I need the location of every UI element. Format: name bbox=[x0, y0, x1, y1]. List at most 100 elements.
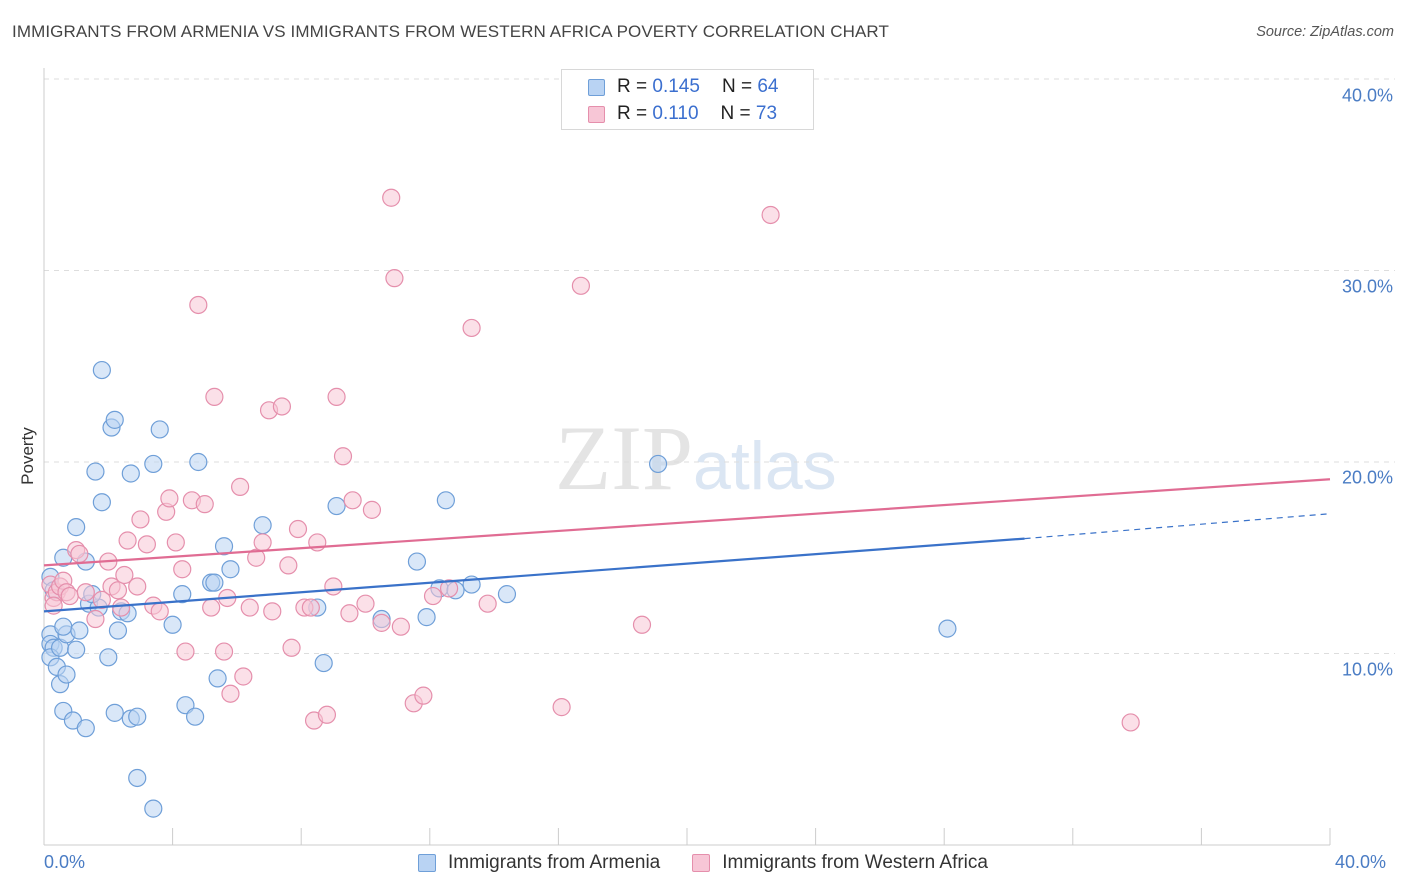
wafrica-point bbox=[263, 602, 282, 621]
r-value: 0.145 bbox=[652, 76, 700, 97]
wafrica-point bbox=[166, 533, 185, 552]
armenia-point bbox=[221, 560, 240, 579]
armenia-point bbox=[99, 648, 118, 667]
y-tick-label: 10.0% bbox=[1341, 659, 1393, 680]
armenia-point bbox=[314, 653, 333, 673]
r-label: R = bbox=[617, 103, 648, 124]
y-tick-label: 30.0% bbox=[1341, 276, 1393, 297]
x-tick-label: 0.0% bbox=[44, 852, 86, 872]
armenia-point bbox=[144, 454, 163, 474]
wafrica-point bbox=[221, 684, 240, 703]
wafrica-point bbox=[195, 495, 214, 514]
watermark-zip: ZIP bbox=[555, 407, 693, 509]
wafrica-point bbox=[189, 295, 208, 315]
armenia-point bbox=[92, 493, 111, 512]
wafrica-point bbox=[160, 489, 179, 508]
wafrica-point bbox=[301, 598, 320, 617]
y-tick-label: 40.0% bbox=[1341, 85, 1393, 106]
source-credit: Source: ZipAtlas.com bbox=[1256, 24, 1394, 40]
n-label: N = bbox=[720, 103, 751, 124]
wafrica-point bbox=[317, 705, 337, 724]
armenia-swatch bbox=[418, 854, 437, 872]
legend-item-wafrica[interactable]: Immigrants from Western Africa bbox=[692, 852, 988, 874]
wafrica-point bbox=[214, 642, 234, 661]
wafrica-point bbox=[92, 590, 111, 609]
wafrica-point bbox=[439, 579, 459, 598]
armenia-point bbox=[214, 537, 234, 556]
wafrica-point bbox=[632, 615, 652, 634]
r-value: 0.110 bbox=[652, 103, 699, 124]
watermark: ZIPatlas bbox=[555, 405, 837, 511]
wafrica-trendline bbox=[43, 478, 1331, 567]
wafrica-point bbox=[272, 397, 292, 416]
armenia-point bbox=[92, 360, 111, 380]
wafrica-point bbox=[288, 519, 308, 539]
armenia-point bbox=[86, 462, 105, 481]
wafrica-point bbox=[118, 531, 137, 550]
wafrica-point bbox=[279, 556, 298, 575]
wafrica-point bbox=[761, 205, 780, 225]
armenia-point bbox=[128, 768, 147, 788]
armenia-point bbox=[57, 665, 76, 684]
armenia-point bbox=[205, 573, 224, 592]
armenia-trendline bbox=[43, 537, 1025, 613]
n-label: N = bbox=[721, 76, 753, 97]
armenia-point bbox=[121, 464, 140, 483]
armenia-point bbox=[173, 585, 192, 604]
wafrica-point bbox=[108, 581, 128, 600]
r-label: R = bbox=[617, 76, 648, 97]
armenia-point bbox=[648, 454, 668, 474]
wafrica-point bbox=[552, 698, 571, 717]
wafrica-point bbox=[86, 609, 105, 629]
wafrica-point bbox=[391, 617, 410, 636]
correlation-legend: R = 0.145 N = 64 R = 0.110 N = 73 bbox=[561, 69, 814, 130]
wafrica-point bbox=[343, 491, 362, 510]
legend-label: Immigrants from Armenia bbox=[448, 852, 661, 873]
watermark-atlas: atlas bbox=[693, 428, 837, 504]
wafrica-point bbox=[128, 577, 147, 596]
wafrica-point bbox=[247, 548, 266, 567]
armenia-trendline-extension bbox=[1024, 513, 1331, 540]
wafrica-point bbox=[324, 577, 343, 596]
wafrica-point bbox=[234, 667, 253, 686]
armenia-point bbox=[436, 491, 455, 510]
armenia-point bbox=[54, 617, 73, 636]
wafrica-point bbox=[423, 586, 443, 606]
wafrica-point bbox=[240, 598, 259, 617]
armenia-point bbox=[105, 410, 124, 429]
series-legend: Immigrants from Armenia Immigrants from … bbox=[0, 852, 1406, 874]
wafrica-point bbox=[478, 594, 497, 613]
wafrica-point bbox=[333, 447, 353, 466]
legend-item-armenia[interactable]: Immigrants from Armenia bbox=[418, 852, 660, 874]
wafrica-point bbox=[571, 276, 591, 295]
armenia-point bbox=[105, 703, 124, 722]
wafrica-point bbox=[205, 387, 224, 406]
wafrica-point bbox=[176, 642, 195, 661]
legend-label: Immigrants from Western Africa bbox=[722, 852, 988, 873]
armenia-point bbox=[108, 621, 128, 640]
wafrica-point bbox=[340, 604, 359, 623]
wafrica-point bbox=[356, 594, 375, 613]
wafrica-point bbox=[112, 598, 131, 617]
armenia-point bbox=[163, 615, 182, 634]
y-tick-label: 20.0% bbox=[1341, 467, 1393, 488]
armenia-point bbox=[938, 619, 957, 638]
wafrica-point bbox=[385, 269, 404, 288]
wafrica-point bbox=[137, 535, 156, 554]
wafrica-point bbox=[115, 565, 134, 585]
wafrica-point bbox=[202, 598, 221, 617]
wafrica-point bbox=[382, 188, 401, 207]
legend-row-wafrica: R = 0.110 N = 73 bbox=[588, 101, 777, 127]
wafrica-point bbox=[253, 533, 272, 552]
armenia-point bbox=[76, 719, 95, 738]
wafrica-point bbox=[414, 686, 433, 705]
wafrica-point bbox=[60, 586, 79, 606]
armenia-point bbox=[189, 452, 208, 472]
wafrica-point bbox=[362, 500, 382, 519]
x-tick-label: 40.0% bbox=[1335, 852, 1387, 872]
armenia-point bbox=[407, 552, 427, 571]
armenia-point bbox=[67, 640, 86, 659]
armenia-point bbox=[67, 518, 86, 537]
wafrica-point bbox=[462, 318, 481, 338]
